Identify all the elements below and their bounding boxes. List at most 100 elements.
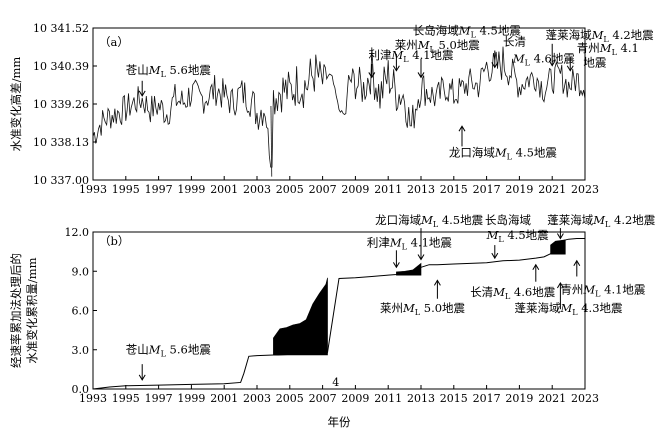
panel-b-filled-area bbox=[396, 262, 422, 276]
panel-b-annotation-arrow bbox=[417, 228, 425, 261]
panel-a-y-tick-label: 10 341.52 bbox=[33, 22, 89, 35]
panel-b-annotation-arrow-head bbox=[556, 282, 564, 289]
panel-a-annotation-label: 青州ML 4.1 bbox=[577, 41, 639, 57]
panel-b-stray-label: 4 bbox=[332, 376, 339, 389]
panel-b-annotation-arrow-head bbox=[392, 262, 400, 269]
panel-a-x-tick-label: 2009 bbox=[341, 183, 369, 196]
panel-b-x-tick-label: 2011 bbox=[374, 392, 402, 405]
panel-b-annotation-label: ML 4.5地震 bbox=[486, 228, 550, 244]
panel-a-x-tick-label: 2013 bbox=[407, 183, 435, 196]
panel-b-annotation-label: 莱州ML 5.0地震 bbox=[380, 301, 466, 317]
panel-b-annotation-arrow-head bbox=[417, 254, 425, 261]
panel-b-x-tick-label: 2003 bbox=[243, 392, 271, 405]
panel-b-annotation-label: 长清ML 4.6地震 bbox=[470, 285, 556, 301]
panel-b-annotation-arrow bbox=[573, 259, 581, 277]
panel-a-x-tick-label: 2005 bbox=[276, 183, 304, 196]
panel-b-y-tick-label: 9.0 bbox=[72, 265, 90, 278]
panel-a-annotation-label: 龙口海域ML 4.5地震 bbox=[449, 145, 558, 161]
panel-b-annotation-label: 苍山ML 5.6地震 bbox=[126, 343, 212, 359]
panel-b-x-tick-label: 2005 bbox=[276, 392, 304, 405]
panel-a-annotation-arrow-head bbox=[138, 90, 146, 97]
panel-a-annotation-arrow-head bbox=[368, 72, 376, 79]
panel-b-annotation-arrow bbox=[138, 364, 146, 381]
panel-b-annotation-arrow bbox=[556, 228, 564, 240]
panel-a-x-tick-label: 2015 bbox=[440, 183, 468, 196]
panel-b-annotation-label: 蓬莱海域ML 4.2地震 bbox=[547, 213, 656, 229]
panel-a-annotation-arrow bbox=[417, 58, 425, 79]
panel-a-x-tick-label: 1995 bbox=[112, 183, 140, 196]
panel-b-x-tick-label: 1993 bbox=[79, 392, 107, 405]
panel-a-annotation-arrow bbox=[458, 125, 466, 147]
panel-a-annotation-label: 地震 bbox=[583, 55, 606, 69]
panel-a-x-tick-label: 2021 bbox=[538, 183, 566, 196]
panel-a-annotation-arrow-head bbox=[417, 72, 425, 79]
panel-b-x-axis-label: 年份 bbox=[328, 415, 351, 429]
panel-a-y-tick-label: 10 338.13 bbox=[33, 136, 89, 149]
panel-b-x-tick-label: 2019 bbox=[505, 392, 533, 405]
panel-a-x-tick-label: 2019 bbox=[505, 183, 533, 196]
panel-b-x-tick-label: 2007 bbox=[309, 392, 337, 405]
panel-a-x-tick-label: 1999 bbox=[177, 183, 205, 196]
panel-a-x-tick-label: 1993 bbox=[79, 183, 107, 196]
panel-b-annotation-arrow bbox=[491, 245, 499, 260]
panel-b-annotation-arrow bbox=[433, 279, 441, 299]
panel-b-x-tick-label: 2009 bbox=[341, 392, 369, 405]
panel-b-y-tick-label: 6.0 bbox=[72, 305, 90, 318]
panel-b-annotation-label: 青州ML 4.1地震 bbox=[560, 282, 646, 298]
panel-a-y-tick-label: 10 339.26 bbox=[33, 98, 89, 111]
panel-a-x-tick-label: 2017 bbox=[473, 183, 501, 196]
panel-a-annotation-label: ML 4.6地震 bbox=[512, 51, 576, 67]
panel-a-x-tick-label: 2023 bbox=[571, 183, 599, 196]
panel-b-annotation-label: 龙口海域ML 4.5地震 bbox=[375, 213, 484, 229]
panel-a-series-line bbox=[92, 46, 586, 168]
panel-a-annotation-arrow bbox=[548, 43, 556, 67]
panel-a-annotation-label: 长岛海域ML 4.5地震 bbox=[413, 24, 522, 40]
panel-a-annotation-arrow bbox=[566, 57, 574, 72]
panel-b-annotation-label: 蓬莱海域ML 4.3地震 bbox=[514, 301, 623, 317]
panel-a: 1993 1995 1997 1999 2001 2003 2005 2007 2009 2011… bbox=[9, 22, 654, 196]
panel-a-x-tick-label: 2001 bbox=[210, 183, 238, 196]
panel-b-annotation-arrow-head bbox=[573, 259, 581, 267]
panel-b-y-axis-label-line2: 水准变化累积量/mm bbox=[25, 257, 39, 363]
panel-a-x-tick-label: 2007 bbox=[309, 183, 337, 196]
panel-a-series-dip bbox=[270, 106, 273, 177]
panel-b-annotation-label: 长岛海域 bbox=[485, 213, 531, 227]
panel-b-annotation-arrow-head bbox=[138, 374, 146, 381]
panel-b-annotation-arrow-head bbox=[532, 263, 540, 270]
panel-b-y-tick-label: 0.0 bbox=[72, 383, 90, 396]
panel-a-y-tick-label: 10 340.39 bbox=[33, 60, 89, 73]
panel-b: 1993 1995 1997 1999 2001 2003 2005 2007 2009 2011… bbox=[9, 213, 656, 429]
panel-b-label: （b） bbox=[99, 234, 129, 248]
panel-b-y-tick-label: 3.0 bbox=[72, 344, 90, 357]
panel-b-y-tick-label: 12.0 bbox=[65, 226, 90, 239]
panel-a-annotation-arrow-head bbox=[548, 60, 556, 67]
panel-a-annotation-arrow bbox=[368, 63, 376, 79]
panel-b-cumulative-line bbox=[92, 238, 585, 390]
panel-b-x-tick-label: 1999 bbox=[177, 392, 205, 405]
panel-b-annotation-arrow-head bbox=[556, 233, 564, 240]
panel-a-x-tick-label: 2003 bbox=[243, 183, 271, 196]
panel-b-filled-area bbox=[273, 277, 328, 356]
panel-b-annotation-arrow bbox=[556, 282, 564, 310]
panel-a-annotation-label: 苍山ML 5.6地震 bbox=[126, 63, 212, 79]
panel-a-annotation-arrow bbox=[392, 53, 400, 72]
panel-b-x-tick-label: 2023 bbox=[571, 392, 599, 405]
panel-a-label: （a） bbox=[99, 35, 129, 49]
panel-b-annotation-arrow bbox=[392, 250, 400, 269]
panel-b-x-tick-label: 2017 bbox=[473, 392, 501, 405]
panel-b-x-tick-label: 2001 bbox=[210, 392, 238, 405]
panel-a-annotation-arrow-head bbox=[392, 65, 400, 72]
panel-a-annotation-label: 蓬莱海域ML 4.2地震 bbox=[546, 28, 655, 44]
panel-a-annotation-label: 长清 bbox=[503, 34, 526, 48]
panel-a-y-axis-label: 水准变化高差/mm bbox=[9, 57, 23, 152]
panel-a-annotation-label: 利津ML 4.1地震 bbox=[369, 48, 455, 64]
panel-b-x-tick-label: 1997 bbox=[145, 392, 173, 405]
panel-b-plot-frame bbox=[92, 231, 586, 390]
panel-b-annotation-arrow-head bbox=[433, 279, 441, 286]
panel-a-annotation-arrow-head bbox=[566, 65, 574, 72]
panel-b-x-tick-label: 1995 bbox=[112, 392, 140, 405]
panel-b-x-tick-label: 2013 bbox=[407, 392, 435, 405]
panel-b-annotation-label: 利津ML 4.1地震 bbox=[367, 235, 453, 251]
panel-b-y-axis-label-line1: 经速率累加法处理后的 bbox=[9, 253, 23, 368]
